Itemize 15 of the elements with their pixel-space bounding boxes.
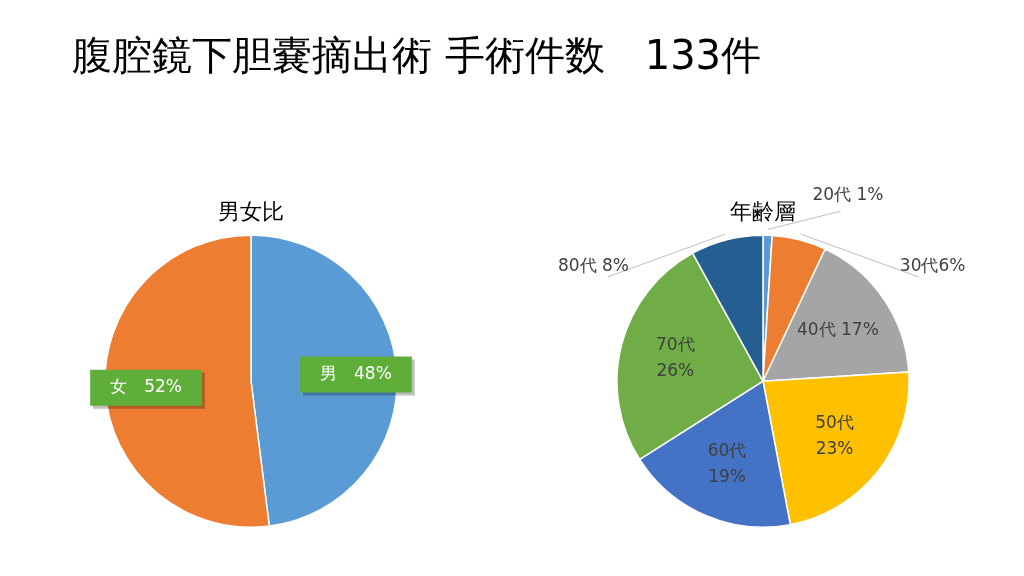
slice-label: 女 52% [110,376,182,397]
text: 腹腔鏡下胆嚢摘出術 手術件数 133件 [72,31,762,80]
slice-label: 40代 17% [796,318,879,339]
data-label: 23% [815,438,854,459]
text: 年齢層 [730,198,796,224]
chart-title: 男女比 [218,198,284,224]
slice-label: 50代 [815,412,854,433]
slice-label: 70代 [655,334,695,355]
slice-label: 60代 [707,439,747,460]
slice-label: 20代 1% [812,183,884,204]
data-label: 19% [708,465,746,486]
data-label: 26% [656,360,695,381]
slice-label: 30代6% [899,255,966,276]
slice-label: 男 48% [320,363,392,384]
slice-label: 80代 8% [557,255,629,276]
